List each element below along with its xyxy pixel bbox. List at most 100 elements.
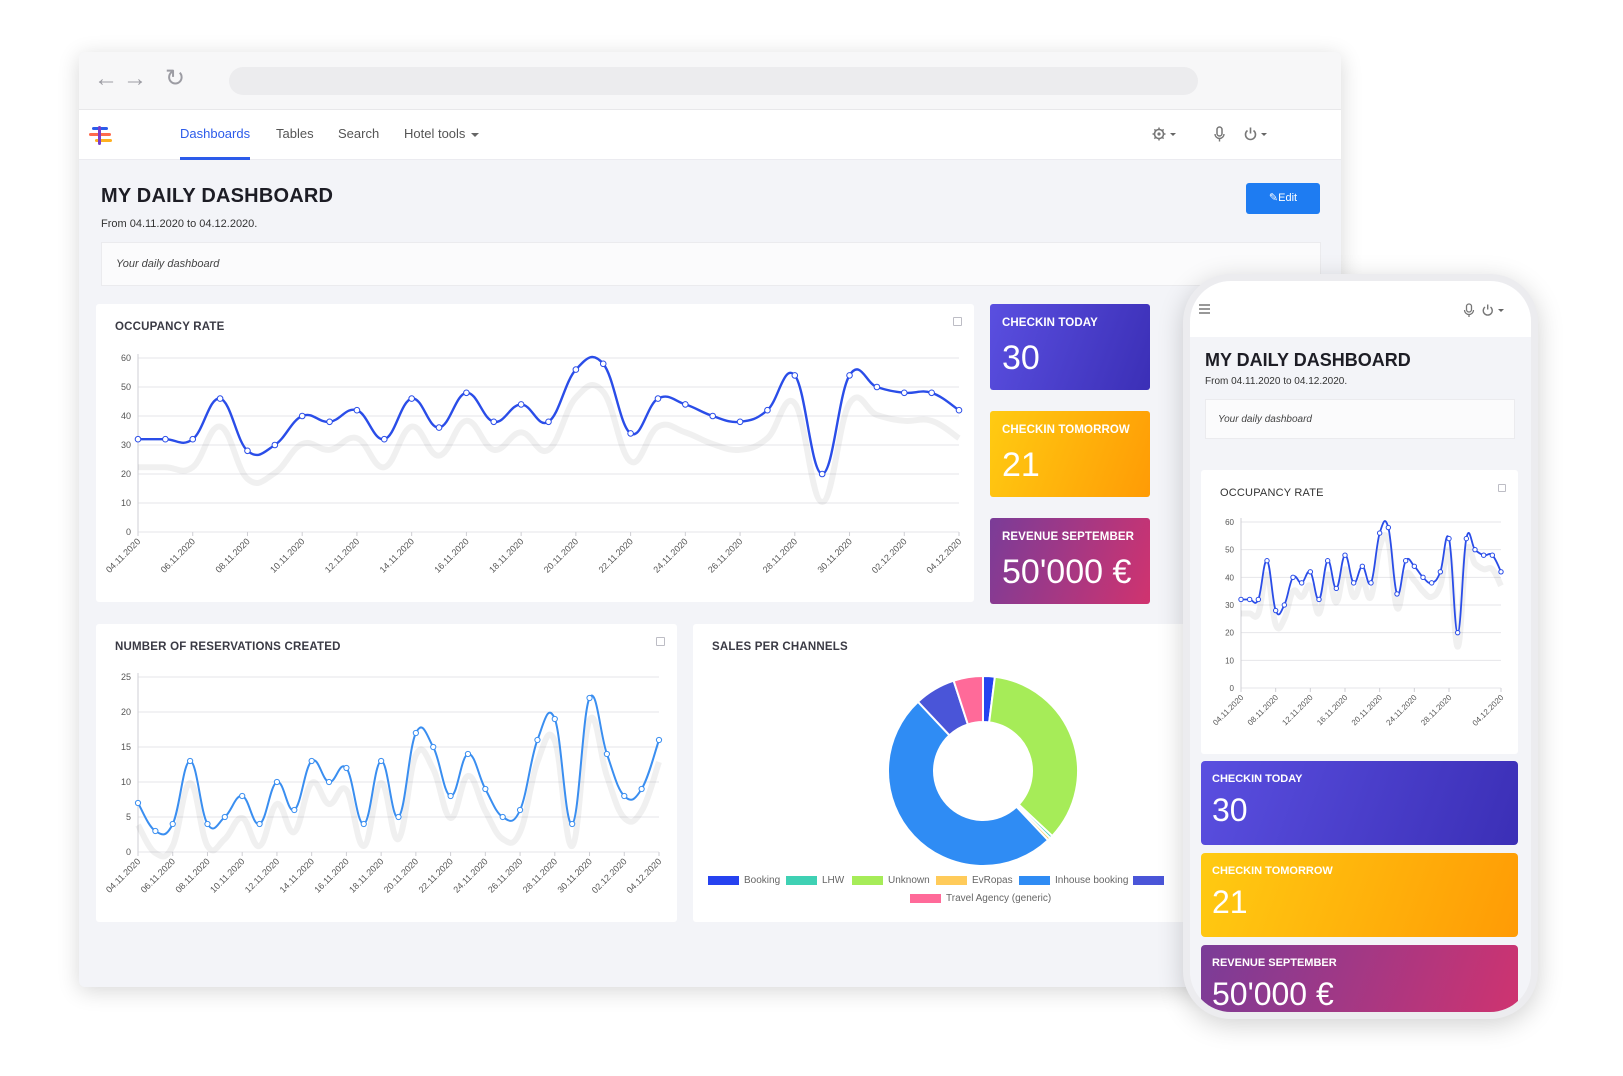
- data-point: [1324, 558, 1331, 564]
- data-point: [482, 785, 489, 793]
- data-point: [1472, 546, 1478, 553]
- tab-search[interactable]: Search: [338, 126, 380, 141]
- data-point: [1290, 574, 1296, 581]
- mobile-description: Your daily dashboard: [1205, 399, 1515, 439]
- x-tick-label: 10.11.2020: [268, 536, 306, 574]
- data-point: [408, 395, 415, 402]
- legend-item[interactable]: EvRopas: [936, 875, 1013, 886]
- data-point: [1489, 552, 1496, 558]
- x-tick-label: 04.11.2020: [104, 536, 142, 574]
- legend-item[interactable]: LHW: [786, 875, 844, 886]
- data-point: [603, 750, 610, 758]
- legend-swatch: [786, 875, 817, 885]
- data-point: [435, 424, 443, 431]
- pie-slice: [952, 674, 984, 726]
- legend-item[interactable]: Unknown: [852, 875, 930, 886]
- data-point: [1420, 574, 1426, 581]
- x-tick-label: 16.11.2020: [1315, 693, 1350, 728]
- x-tick-label: 22.11.2020: [417, 856, 455, 894]
- series-line-shadow: [135, 714, 662, 860]
- stat-revenue-september[interactable]: REVENUE SEPTEMBER 50'000 €: [990, 518, 1150, 604]
- data-point: [1446, 535, 1452, 542]
- back-arrow-icon[interactable]: ←: [94, 65, 118, 92]
- y-tick-label: 20: [121, 707, 131, 717]
- data-point: [1359, 563, 1366, 569]
- expand-icon[interactable]: [953, 317, 962, 326]
- gear-icon[interactable]: [1150, 124, 1180, 144]
- y-tick-label: 0: [126, 527, 131, 537]
- data-point: [736, 418, 744, 426]
- y-tick-label: 10: [1225, 656, 1234, 665]
- reload-icon[interactable]: ↻: [164, 65, 186, 92]
- mobile-stat-revenue-september[interactable]: REVENUE SEPTEMBER 50'000 €: [1201, 945, 1518, 1012]
- edit-button[interactable]: ✎Edit: [1246, 183, 1320, 214]
- mobile-navbar: [1190, 281, 1531, 337]
- chart-legend: Booking LHW Unknown EvRopas Inhouse booking T…: [693, 624, 1213, 922]
- x-tick-label: 24.11.2020: [451, 856, 489, 894]
- forward-arrow-icon[interactable]: →: [123, 65, 147, 92]
- y-tick-label: 20: [121, 469, 131, 479]
- data-point: [569, 820, 576, 828]
- data-point: [152, 827, 159, 835]
- data-point: [291, 806, 298, 814]
- mobile-stat-checkin-tomorrow[interactable]: CHECKIN TOMORROW 21: [1201, 853, 1518, 937]
- microphone-icon[interactable]: [1462, 302, 1476, 318]
- x-tick-label: 16.11.2020: [432, 536, 470, 574]
- data-point: [378, 757, 385, 765]
- stat-checkin-today[interactable]: CHECKIN TODAY 30: [990, 304, 1150, 390]
- data-point: [244, 447, 251, 455]
- legend-swatch: [852, 875, 883, 885]
- data-point: [655, 736, 663, 744]
- data-point: [395, 813, 402, 821]
- power-icon[interactable]: [1480, 302, 1510, 318]
- stat-value: 21: [1212, 884, 1248, 920]
- app-logo-icon[interactable]: [89, 124, 117, 146]
- series-line-shadow: [138, 382, 961, 506]
- stat-checkin-tomorrow[interactable]: CHECKIN TOMORROW 21: [990, 411, 1150, 497]
- x-tick-label: 04.12.2020: [924, 536, 963, 575]
- x-tick-label: 08.11.2020: [213, 536, 251, 574]
- legend-swatch: [910, 893, 941, 903]
- tab-dashboards[interactable]: Dashboards: [180, 126, 251, 160]
- mobile-stat-checkin-today[interactable]: CHECKIN TODAY 30: [1201, 761, 1518, 845]
- x-tick-label: 10.11.2020: [208, 856, 246, 894]
- legend-label: Booking: [744, 875, 781, 886]
- stat-value: 50'000 €: [1002, 553, 1132, 591]
- expand-icon[interactable]: [656, 637, 665, 646]
- card-title: OCCUPANCY RATE: [1220, 487, 1324, 499]
- y-tick-label: 15: [121, 742, 131, 752]
- x-tick-label: 08.11.2020: [173, 856, 211, 894]
- data-point: [1411, 563, 1418, 569]
- url-bar[interactable]: [229, 67, 1198, 95]
- sales-donut-chart: [887, 674, 1079, 867]
- y-tick-label: 10: [121, 777, 131, 787]
- power-icon[interactable]: [1242, 124, 1272, 144]
- expand-icon[interactable]: [1498, 484, 1506, 492]
- data-point: [638, 785, 645, 793]
- data-point: [204, 820, 211, 828]
- y-tick-label: 0: [1230, 684, 1235, 693]
- tab-hotel-tools[interactable]: Hotel tools: [404, 126, 480, 160]
- tab-tables[interactable]: Tables: [276, 126, 314, 141]
- x-tick-label: 20.11.2020: [542, 536, 580, 574]
- stat-label: CHECKIN TODAY: [1212, 773, 1303, 785]
- legend-item[interactable]: Booking: [708, 875, 780, 886]
- data-point: [326, 418, 333, 426]
- data-point: [1246, 596, 1253, 603]
- legend-item[interactable]: Travel Agency (generic): [910, 893, 1051, 904]
- data-point: [381, 435, 388, 443]
- phone-screen: MY DAILY DASHBOARD From 04.11.2020 to 04…: [1190, 281, 1531, 1012]
- legend-item[interactable]: [1133, 875, 1169, 886]
- microphone-icon[interactable]: [1211, 124, 1241, 144]
- legend-item[interactable]: Inhouse booking: [1019, 875, 1128, 886]
- series-line-shadow: [1240, 532, 1504, 650]
- x-tick-label: 22.11.2020: [597, 536, 635, 574]
- y-tick-label: 0: [126, 847, 131, 857]
- data-point: [216, 395, 224, 402]
- x-tick-label: 04.11.2020: [104, 856, 142, 894]
- hamburger-menu-icon[interactable]: [1198, 303, 1214, 317]
- data-point: [490, 418, 498, 426]
- data-point: [551, 715, 558, 723]
- legend-label: Travel Agency (generic): [946, 893, 1052, 904]
- data-point: [298, 412, 306, 420]
